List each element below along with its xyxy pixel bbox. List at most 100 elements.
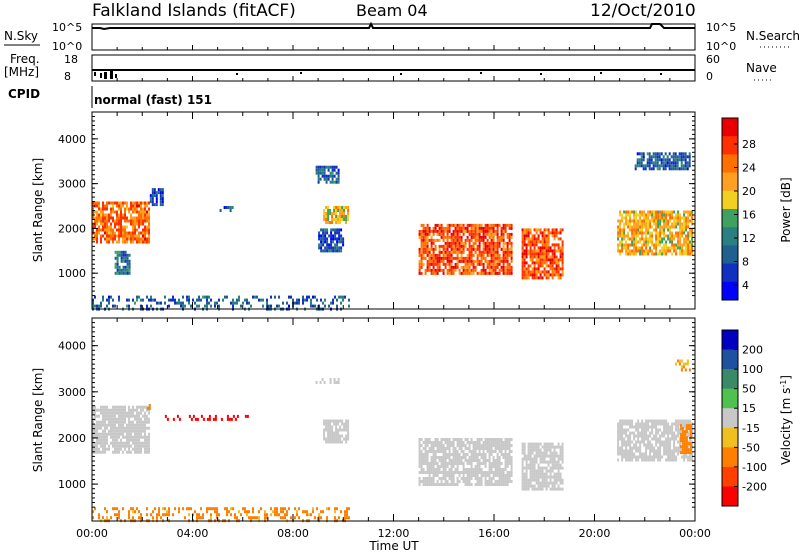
heatmap-cell [108,432,110,436]
heatmap-cell [480,226,483,230]
heatmap-cell [420,471,423,474]
heatmap-cell [122,507,124,511]
heatmap-cell [651,243,654,247]
heatmap-cell [502,244,505,248]
heatmap-cell [452,247,455,251]
heatmap-cell [320,298,322,302]
heatmap-cell [148,420,150,424]
heatmap-cell [108,429,110,433]
heatmap-cell [625,455,628,459]
heatmap-cell [108,213,110,217]
heatmap-cell [667,210,670,214]
heatmap-cell [128,426,130,430]
heatmap-cell [484,444,487,447]
heatmap-cell [504,226,507,230]
heatmap-cell [452,471,455,474]
heatmap-cell [547,469,550,473]
heatmap-cell [331,177,334,181]
heatmap-cell [492,238,495,242]
heatmap-cell [96,222,98,226]
heatmap-cell [510,459,513,462]
heatmap-cell [438,253,441,257]
heatmap-cell [633,216,636,220]
heatmap-cell [482,265,485,269]
heatmap-cell [324,234,327,238]
heatmap-cell [525,255,528,259]
heatmap-cell [146,426,148,430]
heatmap-cell [100,222,102,226]
heatmap-cell [649,458,652,462]
heatmap-cell [685,240,688,244]
heatmap-cell [500,450,503,453]
heatmap-cell [446,447,449,450]
heatmap-cell [484,271,487,275]
heatmap-cell [665,440,668,444]
heatmap-cell [329,422,332,426]
heatmap-cell [545,484,548,488]
heatmap-cell [102,411,104,415]
heatmap-cell [134,219,136,223]
heatmap-cell [629,243,632,247]
heatmap-cell [655,228,658,232]
heatmap-cell [553,448,556,452]
heatmap-cell [557,273,560,277]
heatmap-cell [655,437,658,441]
heatmap-cell [452,444,455,447]
heatmap-cell [96,432,98,436]
heatmap-cell [510,241,513,245]
heatmap-cell [345,419,348,423]
heatmap-cell [686,155,689,159]
heatmap-cell [126,298,128,302]
heatmap-cell [635,243,638,247]
heatmap-cell [118,432,120,436]
heatmap-cell [118,420,120,424]
heatmap-cell [333,431,336,435]
heatmap-cell [130,429,132,433]
heatmap-cell [490,465,493,468]
y-tick-label: 4000 [58,133,86,146]
heatmap-cell [140,444,142,448]
heatmap-cell [458,474,461,477]
heatmap-cell [460,441,463,444]
y-tick-label: 1000 [58,478,86,491]
heatmap-cell [325,215,328,218]
heatmap-cell [422,232,425,236]
heatmap-cell [654,164,657,168]
colorbar-swatch [722,427,738,448]
heatmap-cell [462,223,465,227]
heatmap-cell [329,381,332,384]
colorbar-tick-label: 15 [742,402,756,415]
heatmap-cell [331,165,334,169]
heatmap-cell [426,450,429,453]
heatmap-cell [496,223,499,227]
heatmap-cell [677,428,680,432]
heatmap-cell [557,258,560,262]
heatmap-cell [645,434,648,438]
heatmap-cell [521,484,524,488]
heatmap-cell [541,246,544,250]
heatmap-cell [677,246,680,250]
heatmap-cell [653,228,656,232]
heatmap-cell [464,483,467,486]
heatmap-cell [689,419,692,423]
heatmap-cell [290,516,292,520]
heatmap-cell [539,448,542,452]
heatmap-cell [343,425,346,429]
heatmap-cell [342,298,344,302]
heatmap-cell [418,247,421,251]
heatmap-cell [681,422,684,426]
heatmap-cell [140,237,142,241]
heatmap-cell [320,243,323,247]
heatmap-cell [621,428,624,432]
heatmap-cell [529,475,532,479]
heatmap-cell [687,234,690,238]
heatmap-cell [486,253,489,257]
heatmap-cell [689,213,692,217]
heatmap-cell [663,431,666,435]
heatmap-cell [647,216,650,220]
heatmap-cell [498,465,501,468]
heatmap-cell [645,225,648,229]
heatmap-cell [108,408,110,412]
heatmap-cell [337,381,340,384]
heatmap-cell [110,432,112,436]
